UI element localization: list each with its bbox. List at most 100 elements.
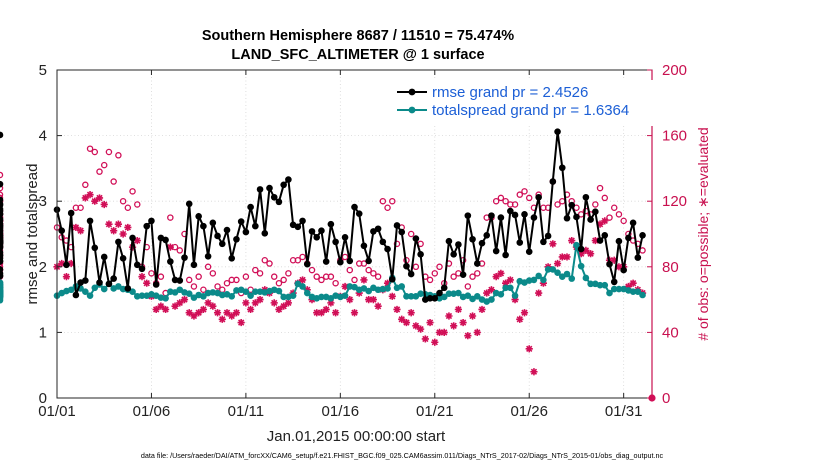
evaluated-obs-marker [431, 338, 439, 346]
x-tick-label: 01/11 [228, 403, 264, 420]
evaluated-obs-marker [341, 282, 349, 291]
totalspread-point [403, 293, 410, 300]
possible-obs-marker [384, 204, 391, 212]
legend-marker-totalspread [408, 106, 416, 114]
rmse-point [478, 239, 486, 247]
totalspread-point [629, 288, 637, 296]
rmse-point [162, 236, 169, 244]
evaluated-obs-marker [360, 276, 368, 284]
y-right-tick-label: 120 [662, 193, 687, 210]
possible-obs-marker [615, 211, 623, 218]
evaluated-obs-marker [511, 296, 519, 304]
rmse-point [327, 220, 335, 228]
evaluated-obs-marker [143, 279, 151, 287]
evaluated-obs-marker [350, 309, 359, 317]
totalspread-point [610, 285, 618, 293]
totalspread-point [606, 289, 613, 297]
evaluated-obs-marker [473, 328, 481, 336]
rmse-point [115, 238, 122, 246]
rmse-point [521, 211, 528, 218]
possible-obs-marker [148, 270, 155, 277]
evaluated-obs-marker [327, 299, 335, 307]
totalspread-point [91, 284, 99, 292]
rmse-point [592, 208, 599, 215]
evaluated-obs-marker [223, 309, 231, 317]
possible-obs-marker [124, 204, 132, 212]
rmse-point [337, 258, 344, 266]
possible-obs-marker [157, 273, 165, 280]
rmse-point [483, 232, 491, 239]
evaluated-obs-marker [228, 312, 236, 320]
evaluated-obs-marker [313, 309, 321, 317]
possible-obs-marker [110, 178, 117, 185]
evaluated-obs-marker [435, 328, 444, 336]
possible-obs-marker [214, 283, 221, 290]
rmse-point [242, 228, 250, 236]
x-axis-label: Jan.01,2015 00:00:00 start [267, 428, 446, 445]
rmse-point [393, 222, 401, 229]
evaluated-obs-marker [553, 259, 562, 268]
totalspread-point [563, 270, 571, 278]
rmse-point [204, 253, 212, 260]
totalspread-point [582, 274, 590, 282]
evaluated-obs-marker [535, 289, 543, 297]
totalspread-point [587, 280, 594, 288]
rmse-point [214, 232, 221, 240]
possible-obs-marker [464, 283, 472, 290]
rmse-point [346, 257, 354, 265]
possible-obs-marker [426, 276, 434, 284]
rmse-point [440, 284, 448, 292]
totalspread-point [554, 269, 561, 277]
rmse-point [313, 233, 321, 241]
evaluated-obs-marker [86, 191, 94, 199]
totalspread-point [535, 272, 542, 280]
legend: rmse grand pr = 2.4526 totalspread grand… [392, 80, 654, 126]
possible-obs-marker [511, 201, 519, 208]
evaluated-obs-marker [232, 309, 241, 317]
possible-obs-marker [105, 148, 113, 156]
evaluated-obs-marker [105, 220, 113, 228]
rmse-point [148, 217, 155, 225]
evaluated-obs-marker [568, 236, 576, 245]
totalspread-point [497, 291, 505, 298]
rmse-point [0, 211, 4, 218]
rmse-point [341, 233, 349, 241]
rmse-point [294, 223, 302, 231]
chart-subtitle: LAND_SFC_ALTIMETER @ 1 surface [231, 47, 484, 63]
evaluated-obs-marker [426, 318, 434, 327]
totalspread-point [440, 293, 448, 301]
rmse-point [497, 214, 505, 221]
rmse-point [582, 193, 590, 201]
possible-obs-marker [261, 256, 269, 264]
rmse-point [96, 279, 103, 286]
rmse-point [0, 227, 4, 235]
possible-obs-marker [0, 263, 4, 271]
evaluated-obs-marker [577, 250, 585, 258]
evaluated-obs-marker [110, 227, 118, 235]
rmse-point [469, 235, 476, 243]
rmse-point [0, 180, 4, 188]
rmse-point [530, 214, 538, 221]
totalspread-point [502, 284, 509, 292]
rmse-point [100, 253, 108, 261]
y-axis-label-right: # of obs: o=possible; ∗=evaluated [695, 127, 711, 340]
evaluated-obs-marker [516, 315, 524, 323]
evaluated-obs-marker [199, 305, 207, 314]
rmse-point [403, 262, 410, 270]
rmse-point [507, 207, 514, 215]
evaluated-obs-marker [72, 223, 80, 232]
evaluated-obs-marker [346, 296, 354, 304]
rmse-point [185, 200, 193, 208]
possible-obs-marker [0, 184, 4, 192]
totalspread-point [280, 293, 287, 301]
totalspread-point [67, 286, 75, 294]
evaluated-obs-marker [587, 250, 595, 258]
evaluated-obs-marker [459, 318, 467, 327]
possible-obs-marker [327, 273, 335, 280]
y-right-tick-label: 40 [662, 324, 679, 341]
rmse-point [167, 258, 174, 265]
rmse-point [233, 235, 240, 243]
totalspread-point [544, 266, 552, 273]
evaluated-obs-marker [417, 325, 425, 333]
